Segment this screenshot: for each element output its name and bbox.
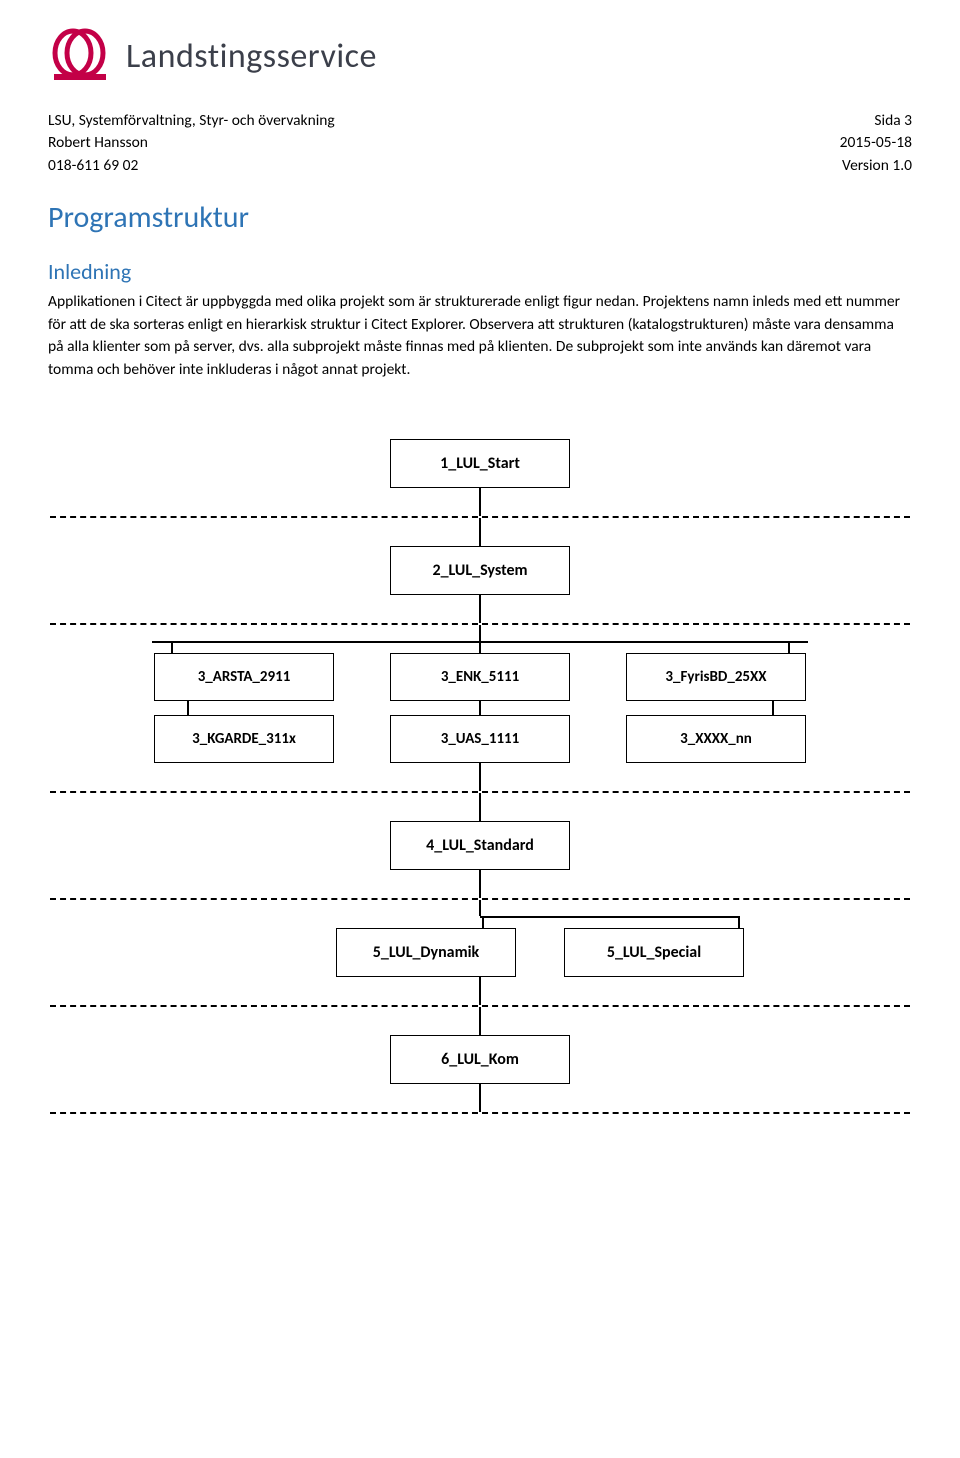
intro-paragraph: Applikationen i Citect är uppbyggda med … [48, 291, 912, 381]
connector [479, 1084, 481, 1112]
connector [482, 916, 484, 928]
connector [171, 641, 173, 653]
connector [187, 701, 189, 715]
header-date: 2015-05-18 [840, 132, 912, 154]
header-version: Version 1.0 [840, 155, 912, 177]
header-left: LSU, Systemförvaltning, Styr- och överva… [48, 110, 335, 177]
node-2-lul-system: 2_LUL_System [390, 546, 570, 595]
connector [479, 595, 481, 623]
diagram-row-3: 3_ARSTA_2911 3_ENK_5111 3_FyrisBD_25XX 3… [50, 625, 910, 791]
diagram-row-6: 6_LUL_Kom [50, 1007, 910, 1112]
node-3-fyrisbd: 3_FyrisBD_25XX [626, 653, 806, 701]
header: LSU, Systemförvaltning, Styr- och överva… [48, 110, 912, 177]
connector [479, 625, 481, 641]
logo: Landstingsservice [48, 28, 912, 84]
node-3-arsta: 3_ARSTA_2911 [154, 653, 334, 701]
diagram-row-1: 1_LUL_Start [50, 411, 910, 516]
page-title: Programstruktur [48, 199, 912, 236]
connector [479, 977, 481, 1005]
header-phone: 018-611 69 02 [48, 155, 335, 177]
node-5-lul-special: 5_LUL_Special [564, 928, 744, 977]
node-6-lul-kom: 6_LUL_Kom [390, 1035, 570, 1084]
diagram-row-4: 4_LUL_Standard [50, 793, 910, 898]
node-1-lul-start: 1_LUL_Start [390, 439, 570, 488]
header-author: Robert Hansson [48, 132, 335, 154]
header-page: Sida 3 [840, 110, 912, 132]
diagram-row-5: 5_LUL_Dynamik 5_LUL_Special [50, 900, 910, 1005]
connector [479, 900, 481, 916]
connector [479, 488, 481, 516]
connector [772, 701, 774, 715]
connector [479, 518, 481, 546]
node-3-uas: 3_UAS_1111 [390, 715, 570, 763]
node-5-lul-dynamik: 5_LUL_Dynamik [336, 928, 516, 977]
divider [50, 1112, 910, 1114]
section-heading: Inledning [48, 258, 912, 285]
connector [738, 916, 740, 928]
connector [479, 701, 481, 715]
logo-icon [48, 28, 112, 84]
node-3-enk: 3_ENK_5111 [390, 653, 570, 701]
connector [479, 1007, 481, 1035]
header-right: Sida 3 2015-05-18 Version 1.0 [840, 110, 912, 177]
connector-h [480, 916, 740, 918]
connector [479, 793, 481, 821]
header-org: LSU, Systemförvaltning, Styr- och överva… [48, 110, 335, 132]
node-3-xxxx: 3_XXXX_nn [626, 715, 806, 763]
connector [788, 641, 790, 653]
diagram-row-2: 2_LUL_System [50, 518, 910, 623]
node-3-kgarde: 3_KGARDE_311x [154, 715, 334, 763]
connector [479, 870, 481, 898]
node-4-lul-standard: 4_LUL_Standard [390, 821, 570, 870]
logo-text: Landstingsservice [126, 36, 377, 77]
diagram: 1_LUL_Start 2_LUL_System 3_ARSTA_2911 3_… [50, 411, 910, 1114]
page: Landstingsservice LSU, Systemförvaltning… [0, 0, 960, 1154]
connector [479, 641, 481, 653]
connector [479, 763, 481, 791]
